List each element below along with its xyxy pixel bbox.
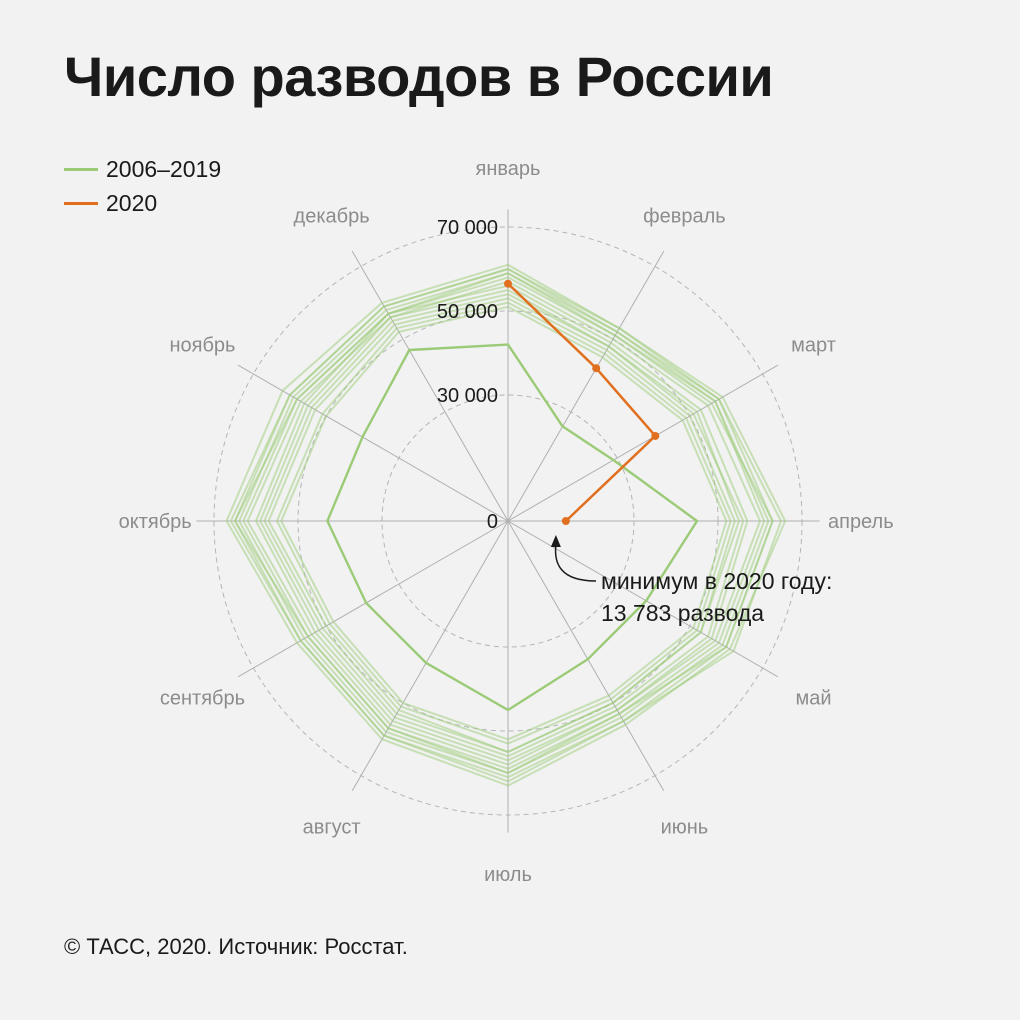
point-2020-февраль bbox=[592, 364, 601, 373]
month-label-8: сентябрь bbox=[160, 687, 245, 709]
series-polygon-2019 bbox=[326, 343, 699, 712]
tick-label-0: 0 bbox=[487, 511, 498, 533]
series-polygon-2011 bbox=[234, 268, 774, 783]
annotation-arrow bbox=[554, 544, 597, 582]
axis-spoke-2 bbox=[507, 364, 779, 522]
month-label-1: февраль bbox=[643, 205, 726, 227]
month-label-9: октябрь bbox=[119, 511, 192, 533]
month-label-6: июль bbox=[484, 864, 532, 886]
series-polygon-2014 bbox=[255, 284, 749, 762]
source-note: © ТАСС, 2020. Источник: Росстат. bbox=[64, 934, 408, 959]
legend-swatch-2020 bbox=[64, 201, 98, 205]
legend-label-history: 2006–2019 bbox=[106, 155, 222, 182]
series-polygon-2017 bbox=[276, 301, 732, 745]
axis-spoke-7 bbox=[351, 520, 509, 792]
annotation-arrowhead bbox=[550, 535, 561, 547]
tick-label-2: 50 000 bbox=[437, 301, 498, 323]
label-layer: январь февраль март апрель май июнь июль август… bbox=[119, 158, 894, 886]
series-layer bbox=[225, 263, 787, 787]
axis-spoke-8 bbox=[237, 520, 509, 678]
highlight-layer bbox=[504, 279, 660, 525]
series-polygon-2015 bbox=[259, 289, 745, 758]
month-label-2: март bbox=[791, 335, 836, 357]
series-line-2020 bbox=[507, 282, 657, 522]
series-polygon-2009 bbox=[246, 280, 761, 766]
point-2020-март bbox=[651, 431, 660, 440]
annotation-layer: минимум в 2020 году: 13 783 развода bbox=[550, 535, 832, 626]
legend-item-2020: 2020 bbox=[64, 186, 221, 220]
month-label-10: ноябрь bbox=[169, 335, 235, 357]
axis-spoke-1 bbox=[507, 250, 665, 522]
point-2020-январь bbox=[504, 279, 512, 288]
legend-label-2020: 2020 bbox=[106, 189, 158, 216]
month-label-4: май bbox=[796, 687, 832, 709]
tick-label-3: 70 000 bbox=[437, 217, 498, 239]
point-2020-апрель bbox=[561, 517, 570, 525]
annotation-text-1: 13 783 развода bbox=[601, 600, 764, 626]
series-polygon-2018 bbox=[280, 305, 728, 741]
chart-title: Число разводов в России bbox=[64, 45, 774, 108]
month-label-0: январь bbox=[476, 158, 541, 180]
axis-layer bbox=[196, 209, 820, 833]
month-label-7: август bbox=[303, 817, 361, 839]
series-polygon-2010 bbox=[225, 263, 787, 787]
legend: 2006–2019 2020 bbox=[64, 152, 221, 220]
axis-spoke-4 bbox=[507, 520, 779, 678]
annotation-text-0: минимум в 2020 году: bbox=[601, 568, 832, 594]
month-label-5: июнь bbox=[661, 817, 709, 839]
series-polygon-2012 bbox=[242, 272, 766, 774]
series-polygon-2016 bbox=[267, 297, 736, 753]
legend-swatch-history bbox=[64, 167, 98, 171]
month-label-3: апрель bbox=[828, 511, 894, 533]
axis-spoke-5 bbox=[507, 520, 665, 792]
legend-item-history: 2006–2019 bbox=[64, 152, 221, 186]
tick-label-1: 30 000 bbox=[437, 385, 498, 407]
month-label-11: декабрь bbox=[294, 205, 370, 227]
axis-spoke-11 bbox=[351, 250, 509, 522]
